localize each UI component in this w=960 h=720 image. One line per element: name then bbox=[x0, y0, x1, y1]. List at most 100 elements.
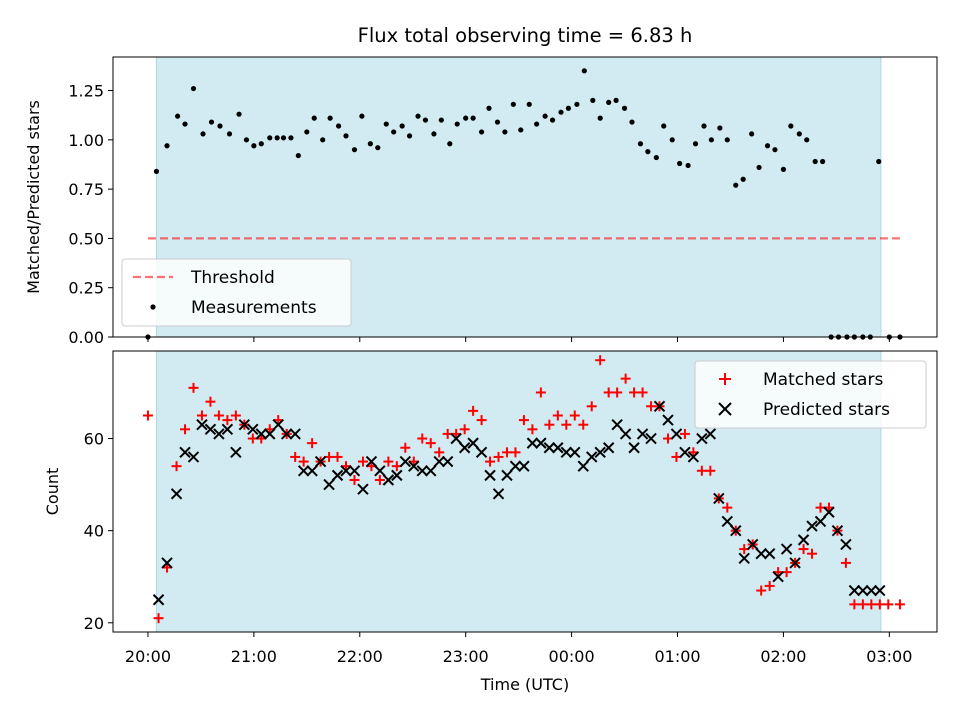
predicted-star-point bbox=[763, 547, 776, 560]
matched-legend-swatch bbox=[719, 373, 731, 385]
measurement-point bbox=[526, 101, 532, 107]
predicted-star-point bbox=[865, 584, 878, 597]
measurement-point bbox=[343, 133, 349, 139]
predicted-star-point bbox=[713, 492, 725, 505]
predicted-star-point bbox=[594, 446, 606, 459]
measurement-point bbox=[175, 113, 181, 119]
measurement-point bbox=[486, 105, 492, 111]
matched-star-point bbox=[637, 387, 648, 398]
matched-star-point bbox=[425, 438, 436, 449]
measurement-point bbox=[812, 158, 818, 165]
measurement-point bbox=[621, 105, 628, 111]
predicted-star-point bbox=[425, 465, 437, 477]
predicted-star-point bbox=[323, 478, 335, 491]
predicted-star-point bbox=[814, 515, 827, 528]
matched-star-point bbox=[807, 548, 818, 559]
x-axis-label: Time (UTC) bbox=[480, 675, 569, 694]
matched-star-point bbox=[857, 599, 868, 610]
matched-star-point bbox=[374, 474, 385, 485]
predicted-star-point bbox=[458, 442, 471, 454]
matched-star-point bbox=[142, 410, 153, 421]
measurement-point bbox=[518, 127, 524, 133]
measurement-point bbox=[383, 121, 389, 127]
matched-star-point bbox=[612, 387, 623, 398]
measurement-point bbox=[804, 137, 810, 143]
predicted-star-point bbox=[348, 465, 361, 477]
predicted-star-point bbox=[806, 520, 818, 532]
measurement-point bbox=[502, 129, 508, 135]
matched-star-point bbox=[493, 451, 504, 462]
count-panel: 20 40 60 20:00 21:00 22:00 23:00 00:00 01:00 02:… bbox=[43, 350, 938, 694]
measurement-point bbox=[200, 131, 206, 137]
measurement-points bbox=[145, 68, 903, 340]
measurement-point bbox=[431, 131, 437, 137]
matched-star-point bbox=[544, 419, 555, 430]
matched-star-point bbox=[561, 419, 572, 430]
y-tick-label: 40 bbox=[84, 522, 104, 541]
measurement-point bbox=[274, 135, 280, 141]
x-tick-label: 00:00 bbox=[549, 647, 595, 666]
matched-star-point bbox=[696, 465, 707, 476]
x-tick-label: 23:00 bbox=[443, 647, 489, 666]
matched-star-point bbox=[383, 456, 394, 467]
measurement-point bbox=[764, 143, 771, 149]
y-tick-label: 20 bbox=[84, 614, 104, 633]
measurement-point bbox=[190, 85, 197, 92]
measurement-point bbox=[677, 160, 683, 167]
matched-star-point bbox=[222, 415, 233, 426]
matched-star-point bbox=[874, 599, 885, 610]
predicted-star-point bbox=[374, 465, 386, 477]
matched-star-point bbox=[883, 599, 894, 610]
matched-star-point bbox=[679, 428, 690, 439]
measurement-point bbox=[351, 147, 358, 153]
measurement-point bbox=[534, 121, 540, 127]
predicted-star-point bbox=[653, 400, 666, 412]
measurement-point bbox=[243, 137, 250, 143]
predicted-star-point bbox=[611, 418, 623, 431]
predicted-star-point bbox=[161, 557, 173, 569]
matched-star-point bbox=[840, 557, 851, 568]
measurement-point bbox=[280, 135, 287, 141]
predicted-star-point bbox=[357, 483, 369, 495]
matched-star-point bbox=[798, 544, 809, 555]
y-tick-label: 1.25 bbox=[68, 82, 104, 101]
predicted-star-point bbox=[696, 432, 708, 445]
measurement-point bbox=[367, 141, 373, 147]
bottom-y-axis: 20 40 60 bbox=[84, 430, 113, 633]
matched-star-point bbox=[180, 424, 191, 435]
measurement-point bbox=[510, 101, 516, 107]
x-tick-label: 03:00 bbox=[866, 647, 912, 666]
measurement-point bbox=[820, 158, 826, 165]
measurement-point bbox=[153, 168, 160, 174]
measurement-point bbox=[320, 137, 326, 143]
predicted-star-point bbox=[645, 432, 657, 445]
predicted-star-point bbox=[509, 460, 522, 472]
measurement-point bbox=[258, 141, 264, 147]
predicted-star-point bbox=[535, 437, 547, 449]
measurement-point bbox=[267, 135, 273, 141]
matched-star-point bbox=[595, 355, 606, 366]
y-tick-label: 0.25 bbox=[68, 279, 104, 298]
predicted-star-point bbox=[179, 446, 191, 459]
matched-star-point bbox=[535, 387, 546, 398]
measurement-point bbox=[208, 119, 215, 125]
matched-star-point bbox=[866, 599, 877, 610]
predicted-star-point bbox=[789, 557, 801, 569]
top-y-axis: 0.00 0.25 0.50 0.75 1.00 1.25 bbox=[68, 82, 113, 347]
matched-star-point bbox=[417, 433, 428, 444]
measurement-point bbox=[581, 68, 587, 74]
predicted-star-point bbox=[365, 455, 378, 468]
predicted-star-point bbox=[492, 488, 505, 500]
y-tick-label: 1.00 bbox=[68, 131, 104, 150]
matched-star-point bbox=[468, 405, 479, 416]
measurement-point bbox=[653, 154, 659, 161]
top-legend-box bbox=[121, 258, 352, 327]
measurement-point bbox=[226, 131, 233, 137]
measurement-point bbox=[494, 119, 501, 125]
y-tick-label: 0.75 bbox=[68, 180, 104, 199]
predicted-star-point bbox=[272, 418, 284, 431]
matched-star-point bbox=[501, 447, 512, 458]
top-axes-frame bbox=[112, 56, 938, 338]
y-tick-label: 60 bbox=[84, 430, 104, 449]
y-tick-label: 0.50 bbox=[68, 229, 104, 248]
